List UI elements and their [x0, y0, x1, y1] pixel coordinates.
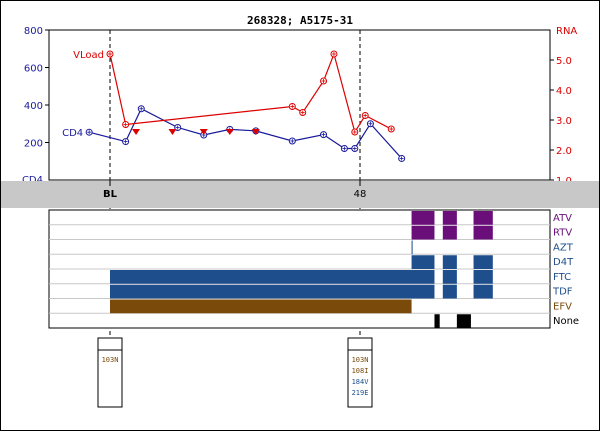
mutation-label: 219E	[352, 389, 369, 397]
drug-bar-d4t	[442, 255, 457, 269]
mutation-label: 103N	[102, 356, 119, 364]
drug-bar-rtv	[411, 225, 435, 240]
undetectable-marker	[168, 129, 177, 135]
drug-bar-efv	[110, 299, 412, 314]
mutation-boxes: 103N 103N 108I 184V 219E	[97, 337, 373, 408]
timeline-band: BL 48	[1, 181, 599, 208]
mutation-label: 108I	[352, 367, 369, 375]
series-label-cd4: CD4	[62, 128, 83, 139]
undetectable-marker	[132, 129, 141, 135]
drug-label-ftc: FTC	[553, 272, 571, 283]
drug-label-atv: ATV	[553, 213, 572, 224]
timeline-tick-label: BL	[103, 189, 118, 200]
drug-bar-tdf	[110, 284, 435, 299]
left-tick-label: 400	[24, 101, 43, 112]
mutation-label: 103N	[352, 356, 369, 364]
mutation-box-tab	[347, 337, 373, 351]
drug-label-tdf: TDF	[552, 287, 573, 298]
right-tick-label: 2.0	[556, 146, 572, 157]
drug-bar-ftc	[473, 270, 493, 284]
mutation-box-tab	[97, 337, 123, 351]
drug-bar-ftc	[442, 270, 457, 284]
drug-label-rtv: RTV	[553, 228, 572, 239]
undetectable-marker	[251, 129, 260, 135]
drug-grid: ATV RTV AZT D4T FTC TDF EFV None	[48, 209, 579, 329]
drug-label-none: None	[553, 316, 579, 327]
mutation-box	[347, 349, 373, 408]
drug-label-efv: EFV	[553, 301, 572, 312]
undetectable-marker	[199, 129, 208, 135]
drug-bar-atv	[411, 211, 435, 225]
right-axis-label: RNA	[556, 26, 577, 37]
timeline-band-fill	[1, 181, 599, 208]
drug-bar-atv	[473, 211, 493, 225]
mutation-box	[97, 349, 123, 408]
plot-area: 800600400200CD45.04.03.02.01.0RNACD4VLoa…	[22, 26, 577, 338]
drug-label-azt: AZT	[553, 242, 574, 253]
drug-bar-none	[434, 314, 440, 328]
drug-bar-d4t	[411, 255, 435, 269]
drug-bar-tdf	[473, 284, 493, 299]
series-label-vload: VLoad	[73, 50, 104, 61]
drug-bar-rtv	[473, 225, 493, 240]
mutation-label: 184V	[352, 378, 370, 386]
drug-bar-rtv	[442, 225, 457, 240]
timeline-tick-label: 48	[354, 189, 367, 200]
left-axis-label: CD4	[22, 175, 43, 186]
left-tick-label: 200	[24, 139, 43, 150]
right-tick-label: 3.0	[556, 116, 572, 127]
drug-bar-atv	[442, 211, 457, 225]
drug-bar-none	[456, 314, 471, 328]
right-tick-label: 5.0	[556, 56, 572, 67]
drug-bar-azt	[411, 240, 413, 255]
left-tick-label: 800	[24, 26, 43, 37]
right-tick-label: 4.0	[556, 86, 572, 97]
drug-bar-ftc	[110, 270, 435, 284]
left-tick-label: 600	[24, 64, 43, 75]
undetectable-marker	[225, 129, 234, 135]
drug-bar-tdf	[442, 284, 457, 299]
drug-bar-d4t	[473, 255, 493, 269]
chart-title: 268328; A5175-31	[247, 14, 353, 27]
drug-label-d4t: D4T	[553, 257, 574, 268]
